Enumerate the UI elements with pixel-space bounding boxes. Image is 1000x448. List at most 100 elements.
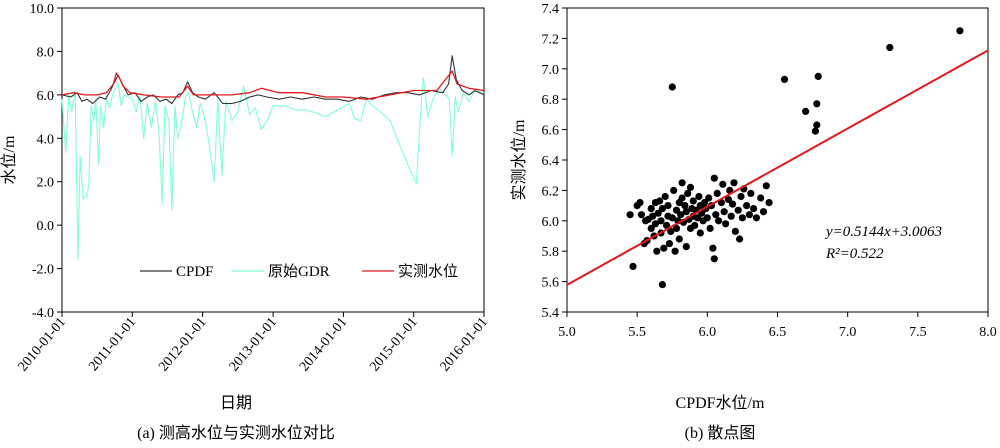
regression-line bbox=[566, 49, 989, 286]
scatter-point bbox=[658, 205, 667, 213]
chart-b-plot-area bbox=[566, 27, 989, 289]
scatter-point bbox=[678, 179, 686, 187]
scatter-point bbox=[681, 202, 689, 210]
scatter-point bbox=[706, 224, 714, 232]
chart-a-legend: CPDF 原始GDR 实测水位 bbox=[140, 263, 458, 280]
chart-b-ytick-label: 6.2 bbox=[542, 184, 560, 199]
scatter-point bbox=[703, 214, 711, 222]
chart-b-ytick-label: 7.4 bbox=[542, 2, 560, 17]
scatter-point bbox=[712, 211, 720, 219]
r-squared: R²=0.522 bbox=[825, 246, 884, 262]
regression-equation: y=0.5144x+3.0063 bbox=[824, 224, 942, 240]
scatter-point bbox=[710, 255, 718, 263]
scatter-point bbox=[762, 182, 770, 190]
scatter-point bbox=[670, 186, 678, 194]
scatter-point bbox=[752, 214, 761, 222]
chart-b-ylabel: 实测水位/m bbox=[510, 119, 528, 200]
chart-a-ytick-label: -2.0 bbox=[32, 263, 54, 278]
chart-a-ytick-label: 8.0 bbox=[37, 45, 55, 60]
scatter-point bbox=[731, 227, 740, 235]
scatter-point bbox=[757, 194, 765, 202]
chart-a-caption: (a) 测高水位与实测水位对比 bbox=[137, 424, 335, 442]
chart-a-xtick-label: 2012-01-01 bbox=[156, 315, 209, 375]
scatter-point bbox=[730, 179, 738, 187]
chart-a-ytick-label: -4.0 bbox=[32, 306, 54, 321]
series-line-measured bbox=[61, 70, 485, 100]
chart-b-ytick-label: 7.2 bbox=[542, 32, 560, 47]
scatter-point bbox=[738, 214, 747, 222]
legend-label-measured: 实测水位 bbox=[398, 263, 458, 280]
scatter-point bbox=[780, 75, 789, 83]
chart-b-xtick-label: 7.0 bbox=[839, 325, 857, 340]
chart-a-ytick-label: 0.0 bbox=[37, 219, 55, 234]
chart-a-ytick-label: 6.0 bbox=[37, 89, 55, 104]
chart-a-xtick-label: 2015-01-01 bbox=[367, 315, 420, 375]
scatter-point bbox=[765, 199, 773, 207]
scatter-point bbox=[691, 221, 699, 229]
chart-b-xlabel: CPDF水位/m bbox=[676, 394, 765, 412]
scatter-point bbox=[734, 206, 742, 214]
scatter-point bbox=[693, 214, 702, 222]
scatter-point bbox=[654, 209, 662, 217]
scatter-point bbox=[695, 192, 703, 201]
scatter-point bbox=[811, 127, 820, 135]
scatter-point bbox=[668, 83, 676, 91]
scatter-point bbox=[636, 199, 644, 207]
scatter-point bbox=[710, 174, 718, 182]
chart-a-plot-area bbox=[61, 55, 485, 261]
chart-a-xtick-label: 2010-01-01 bbox=[16, 315, 69, 375]
chart-b-xtick-label: 6.0 bbox=[699, 325, 717, 340]
chart-b-xtick-label: 6.5 bbox=[769, 325, 787, 340]
scatter-point bbox=[671, 247, 679, 255]
scatter-point bbox=[663, 221, 671, 229]
scatter-point bbox=[672, 206, 681, 214]
scatter-point bbox=[705, 194, 713, 202]
chart-a-xlabel: 日期 bbox=[220, 394, 252, 412]
chart-b-xtick-label: 7.5 bbox=[909, 325, 927, 340]
chart-b-xtick-label: 5.5 bbox=[628, 325, 646, 340]
scatter-point bbox=[684, 189, 692, 197]
scatter-point bbox=[637, 211, 646, 219]
chart-b-ytick-label: 6.0 bbox=[542, 215, 560, 230]
scatter-point bbox=[664, 202, 672, 210]
chart-a-xtick-label: 2016-01-01 bbox=[438, 315, 491, 375]
scatter-point bbox=[677, 211, 685, 219]
scatter-point bbox=[724, 195, 733, 204]
chart-a-x-axis: 2010-01-01 2011-01-01 2012-01-01 2013-01-01… bbox=[16, 312, 491, 375]
scatter-point bbox=[667, 227, 675, 235]
scatter-point bbox=[709, 244, 717, 252]
chart-b-ytick-label: 5.6 bbox=[542, 276, 560, 291]
chart-b-ytick-label: 5.8 bbox=[542, 245, 560, 260]
chart-b-caption: (b) 散点图 bbox=[685, 424, 756, 442]
scatter-point bbox=[682, 208, 690, 216]
scatter-point bbox=[736, 235, 744, 243]
chart-a-ytick-label: 4.0 bbox=[37, 132, 55, 147]
scatter-point bbox=[647, 205, 655, 213]
chart-a-ytick-label: 2.0 bbox=[37, 176, 55, 191]
scatter-point bbox=[759, 208, 768, 216]
scatter-point bbox=[678, 194, 686, 202]
scatter-point bbox=[682, 243, 690, 251]
legend-label-cpdf: CPDF bbox=[176, 264, 214, 280]
chart-a-xtick-label: 2013-01-01 bbox=[227, 315, 280, 375]
scatter-point bbox=[668, 214, 676, 222]
scatter-point bbox=[660, 244, 668, 252]
scatter-point bbox=[814, 72, 822, 80]
chart-b-y-axis: 5.4 5.6 5.8 6.0 6.2 6.4 6.6 6.8 7.0 7.2 7.4 bbox=[542, 2, 567, 321]
scatter-point bbox=[747, 189, 755, 197]
scatter-point bbox=[649, 212, 657, 220]
scatter-point bbox=[886, 43, 894, 52]
scatter-point bbox=[689, 197, 697, 205]
chart-b: 5.4 5.6 5.8 6.0 6.2 6.4 6.6 6.8 7.0 7.2 7.4 5.0 5.5… bbox=[510, 2, 997, 442]
scatter-point bbox=[727, 212, 735, 220]
scatter-point bbox=[661, 192, 669, 201]
chart-b-ytick-label: 6.4 bbox=[542, 154, 560, 169]
scatter-point bbox=[720, 208, 728, 216]
scatter-point bbox=[802, 107, 810, 115]
series-line-gdr bbox=[61, 76, 485, 261]
scatter-point bbox=[629, 262, 637, 270]
scatter-point bbox=[729, 200, 737, 208]
scatter-point bbox=[626, 211, 634, 219]
chart-a-xtick-label: 2014-01-01 bbox=[297, 315, 350, 375]
